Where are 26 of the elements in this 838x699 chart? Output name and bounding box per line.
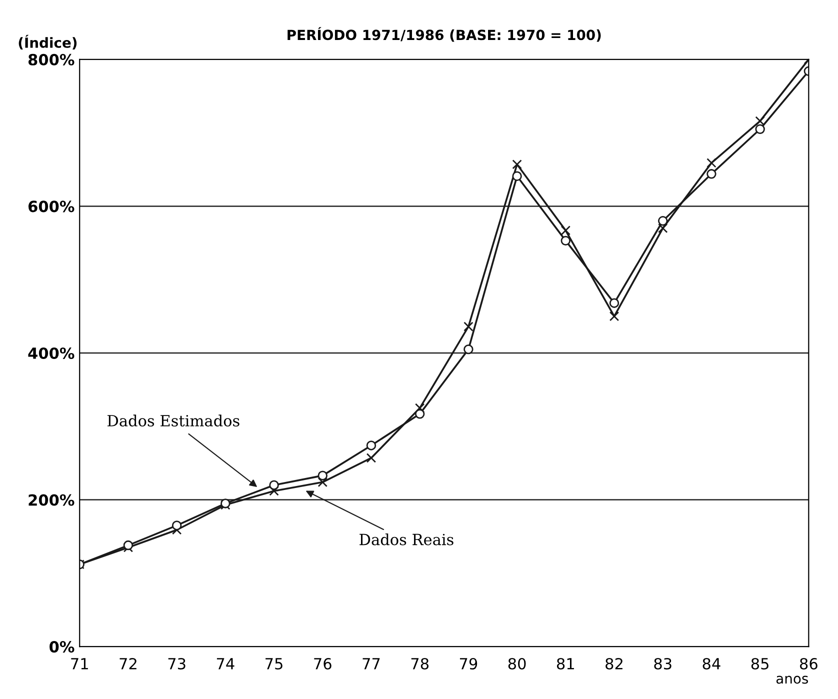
y-tick-label: 800%: [28, 54, 74, 66]
chart-title: PERÍODO 1971/1986 (BASE: 1970 = 100): [288, 27, 601, 42]
x-tick-label: 83: [654, 658, 672, 670]
x-tick-label: 85: [751, 658, 768, 670]
x-tick-label: 74: [216, 658, 234, 670]
x-tick-label: 76: [314, 658, 332, 670]
x-tick-label: 78: [411, 658, 429, 670]
x-tick-label: 81: [556, 658, 574, 670]
x-axis-title: anos: [776, 676, 808, 684]
y-tick-label: 400%: [28, 347, 74, 360]
annotation: Dados Reais: [360, 533, 454, 546]
y-axis-title: (Índice): [18, 34, 77, 50]
x-tick-label: 75: [266, 658, 282, 670]
x-tick-label: 80: [508, 658, 526, 670]
x-tick-label: 73: [168, 658, 186, 670]
x-tick-label: 77: [362, 658, 380, 670]
x-tick-label: 79: [460, 658, 478, 670]
x-tick-label: 72: [120, 658, 136, 670]
y-tick-label: 600%: [28, 200, 74, 212]
annotation: Dados Estimados: [108, 414, 240, 426]
y-tick-label: 0%: [50, 641, 74, 653]
x-tick-label: 71: [71, 658, 88, 670]
x-tick-label: 84: [702, 658, 720, 670]
y-tick-label: 200%: [28, 494, 74, 506]
x-tick-label: 86: [800, 658, 818, 670]
x-tick-label: 82: [606, 658, 622, 670]
